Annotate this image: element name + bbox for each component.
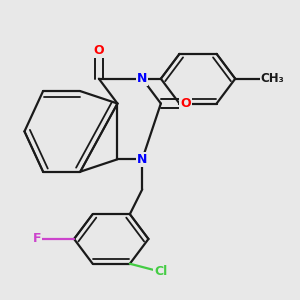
Text: F: F	[33, 232, 41, 245]
Text: Cl: Cl	[154, 265, 167, 278]
Text: N: N	[137, 72, 147, 85]
Text: O: O	[180, 97, 191, 110]
Text: N: N	[137, 153, 147, 166]
Text: CH₃: CH₃	[261, 72, 284, 85]
Text: O: O	[94, 44, 104, 57]
